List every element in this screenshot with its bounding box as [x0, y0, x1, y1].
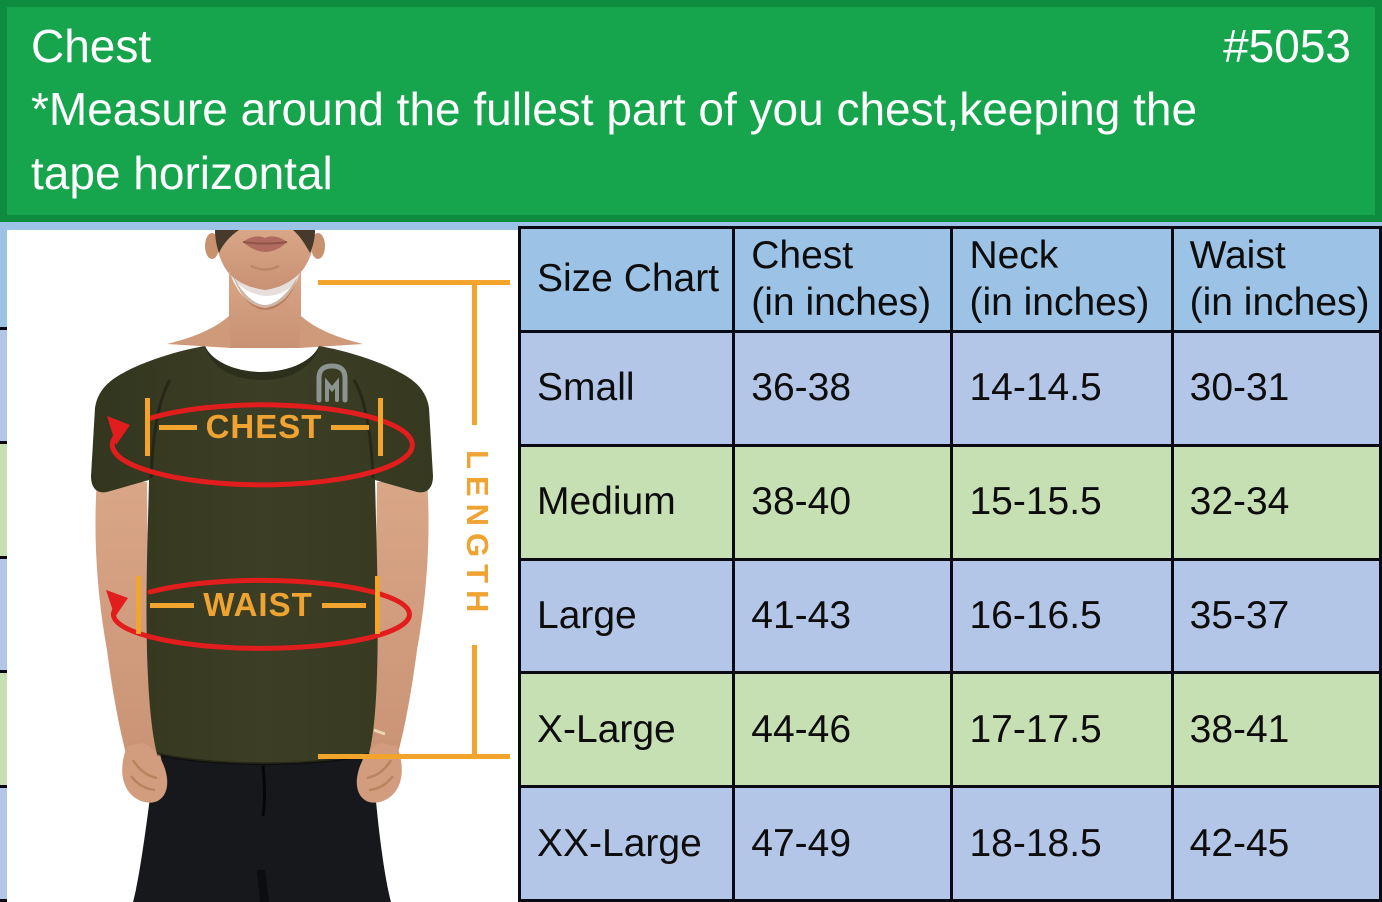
table-cell: 15-15.5: [953, 446, 1171, 558]
banner: Chest #5053 *Measure around the fullest …: [0, 0, 1382, 222]
style-number: #5053: [1223, 20, 1351, 72]
measure-line: [472, 285, 477, 425]
table-cell: 38-40: [735, 446, 951, 558]
model-neck: [167, 270, 363, 348]
table-cell: 32-34: [1173, 446, 1379, 558]
model-shorts: [133, 746, 391, 902]
table-header-size: Size Chart: [521, 229, 733, 330]
measure-tick: [145, 398, 150, 456]
measure-cap: [318, 280, 510, 285]
model-illustration: [91, 230, 433, 902]
table-cell: 35-37: [1173, 560, 1379, 672]
measure-line: [331, 424, 369, 430]
banner-title-row: Chest #5053: [31, 15, 1351, 78]
measure-tick: [136, 576, 141, 634]
chest-arrow-icon: [107, 402, 415, 488]
table-cell: 16-16.5: [953, 560, 1171, 672]
measure-instruction-line1: *Measure around the fullest part of you …: [31, 83, 1198, 136]
model-shirt: [91, 346, 433, 766]
measure-tick: [378, 398, 383, 456]
table-header-chest: Chest (in inches): [735, 229, 951, 330]
table-cell: 41-43: [735, 560, 951, 672]
brand-logo-icon: [316, 363, 348, 403]
table-cell: 42-45: [1173, 788, 1379, 899]
table-cell: 38-41: [1173, 674, 1379, 786]
measure-tick: [375, 576, 380, 634]
measure-cap: [318, 754, 510, 759]
table-cell: Small: [521, 333, 733, 444]
table-cell: Large: [521, 560, 733, 672]
measure-line: [472, 645, 477, 754]
waist-arrow-icon: [106, 577, 412, 651]
waist-measure-line: WAIST: [136, 576, 380, 634]
length-label: LENGTH: [460, 450, 495, 620]
table-cell: 44-46: [735, 674, 951, 786]
measure-line: [150, 602, 195, 608]
table-cell: XX-Large: [521, 788, 733, 899]
table-cell: X-Large: [521, 674, 733, 786]
table-header-waist: Waist (in inches): [1173, 229, 1379, 330]
model-face: [205, 230, 325, 296]
waist-label: WAIST: [203, 586, 313, 623]
chest-label: CHEST: [205, 408, 323, 445]
chest-measure-line: CHEST: [145, 398, 383, 456]
measure-instruction-line2: tape horizontal: [31, 146, 333, 199]
table-cell: Medium: [521, 446, 733, 558]
model-photo: CHEST WAIST LENGTH: [7, 230, 518, 902]
table-cell: 17-17.5: [953, 674, 1171, 786]
table-cell: 47-49: [735, 788, 951, 899]
size-table: Size Chart Chest (in inches) Neck (in inch…: [518, 226, 1382, 902]
table-header-neck: Neck (in inches): [953, 229, 1171, 330]
banner-title: Chest: [31, 20, 152, 72]
length-measure-line: LENGTH: [318, 280, 510, 759]
table-cell: 14-14.5: [953, 333, 1171, 444]
table-cell: 36-38: [735, 333, 951, 444]
measure-line: [159, 424, 197, 430]
table-cell: 30-31: [1173, 333, 1379, 444]
measure-line: [321, 602, 366, 608]
table-cell: 18-18.5: [953, 788, 1171, 899]
